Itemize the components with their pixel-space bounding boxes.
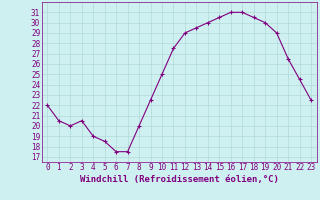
X-axis label: Windchill (Refroidissement éolien,°C): Windchill (Refroidissement éolien,°C) [80, 175, 279, 184]
